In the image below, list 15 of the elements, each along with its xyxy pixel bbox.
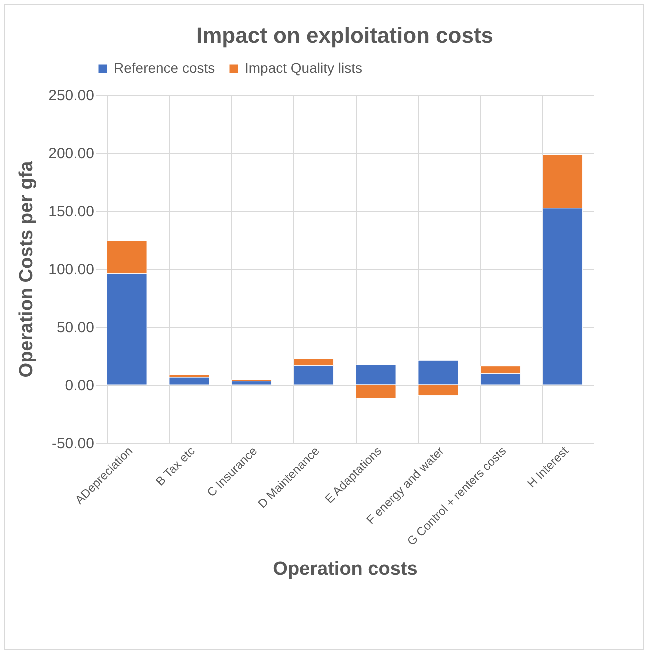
y-tick-label: 200.00 xyxy=(48,146,94,162)
y-axis-title: Operation Costs per gfa xyxy=(16,160,38,378)
legend-label: Impact Quality lists xyxy=(245,60,362,76)
bar xyxy=(231,381,272,386)
y-tick-label: -50.00 xyxy=(52,436,94,452)
y-tick-label: 50.00 xyxy=(56,320,94,336)
y-tick-label: 250.00 xyxy=(48,88,94,104)
y-tick-label: 0.00 xyxy=(65,378,94,394)
x-tick-label: B Tax etc xyxy=(153,444,198,489)
y-tick-label: 150.00 xyxy=(48,204,94,220)
legend-label: Reference costs xyxy=(114,60,216,76)
y-tick-label: 100.00 xyxy=(48,262,94,278)
bar xyxy=(169,377,210,386)
x-axis-title: Operation costs xyxy=(273,558,418,580)
chart-title: Impact on exploitation costs xyxy=(196,23,494,48)
